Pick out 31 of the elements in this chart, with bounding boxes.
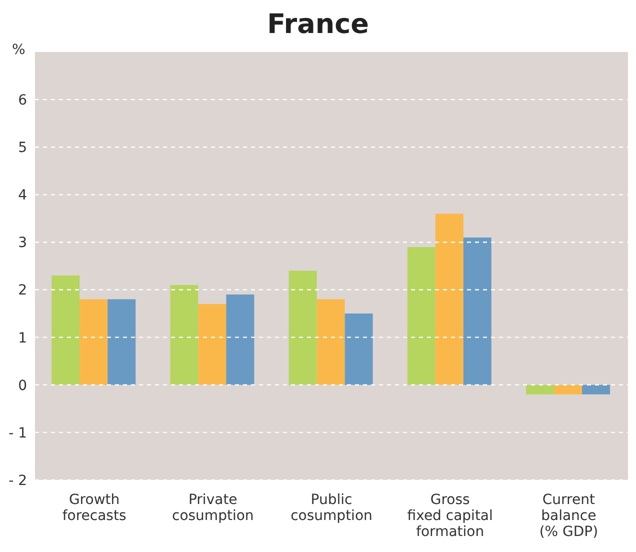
- bar: [344, 314, 373, 385]
- bar: [80, 299, 108, 385]
- y-tick-label: 2: [18, 282, 27, 299]
- bar: [170, 285, 198, 385]
- bar: [554, 384, 582, 394]
- y-tick-label: 5: [18, 140, 27, 156]
- bar: [407, 246, 436, 385]
- y-tick-label: - 2: [8, 472, 27, 489]
- x-tick-label: Private cosumption: [172, 492, 254, 524]
- bar: [288, 270, 317, 385]
- bar: [316, 299, 345, 385]
- y-tick-label: 4: [18, 188, 28, 204]
- bar: [108, 299, 136, 385]
- bar: [52, 276, 80, 385]
- y-tick-label: 1: [18, 330, 27, 346]
- bar: [435, 214, 464, 385]
- bar: [526, 384, 554, 394]
- x-tick-label: Current balance (% GDP): [539, 492, 598, 540]
- y-axis-title: %: [12, 42, 26, 58]
- y-tick-label: 3: [18, 235, 27, 252]
- x-tick-label: Gross fixed capital formation: [407, 492, 493, 540]
- y-tick-label: - 1: [8, 425, 27, 442]
- y-tick-label: 6: [18, 92, 28, 109]
- y-tick-label: 0: [18, 378, 27, 394]
- x-tick-label: Growth forecasts: [62, 492, 126, 524]
- bar: [582, 384, 610, 394]
- bar: [226, 294, 254, 385]
- bar: [198, 304, 226, 385]
- chart-title: France: [266, 8, 370, 42]
- bar: [463, 237, 492, 385]
- x-tick-label: Public cosumption: [290, 492, 372, 524]
